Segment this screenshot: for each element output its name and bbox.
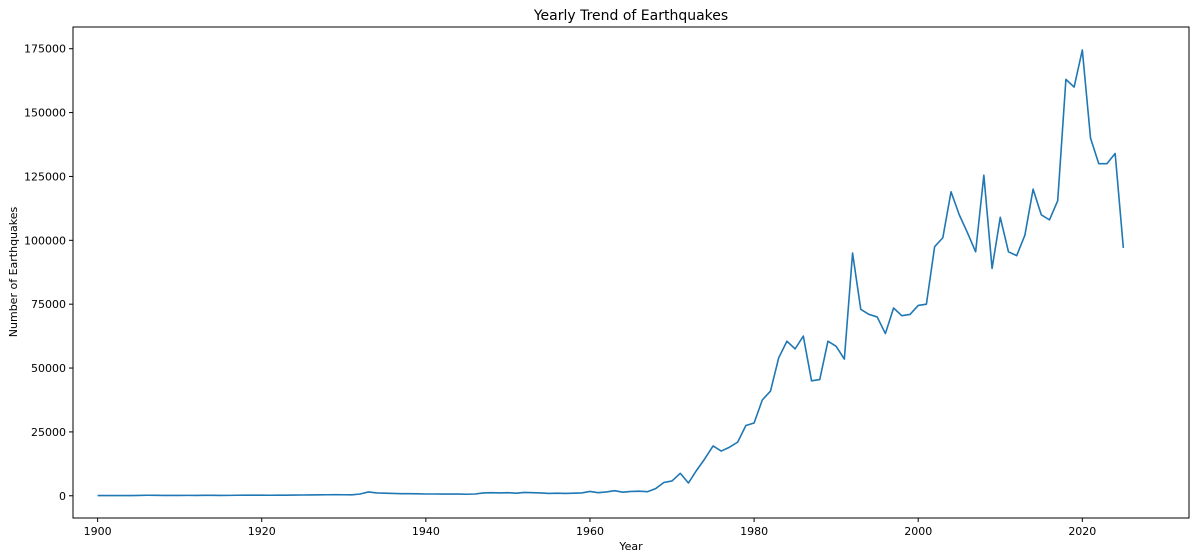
y-tick-label: 150000 <box>24 107 66 120</box>
x-axis-ticks: 1900 1920 1940 1960 1980 2000 2020 <box>84 518 1096 538</box>
x-tick-label: 2020 <box>1068 525 1096 538</box>
x-tick-label: 1900 <box>84 525 112 538</box>
y-tick-label: 100000 <box>24 234 66 247</box>
y-axis-ticks: 0 25000 50000 75000 100000 125000 150000 175000 <box>24 43 73 503</box>
plot-area-frame <box>72 26 1190 519</box>
x-tick-label: 1920 <box>248 525 276 538</box>
chart-title: Yearly Trend of Earthquakes <box>533 8 728 24</box>
y-tick-label: 175000 <box>24 43 66 56</box>
x-tick-label: 2000 <box>904 525 932 538</box>
x-tick-label: 1980 <box>740 525 768 538</box>
y-tick-label: 25000 <box>31 426 66 439</box>
y-axis-title: Number of Earthquakes <box>7 207 20 338</box>
y-tick-label: 125000 <box>24 170 66 183</box>
x-tick-label: 1960 <box>576 525 604 538</box>
x-tick-label: 1940 <box>412 525 440 538</box>
y-tick-label: 50000 <box>31 362 66 375</box>
y-tick-label: 0 <box>59 490 66 503</box>
x-axis-title: Year <box>618 540 643 553</box>
series-line <box>97 49 1125 497</box>
y-tick-label: 75000 <box>31 298 66 311</box>
